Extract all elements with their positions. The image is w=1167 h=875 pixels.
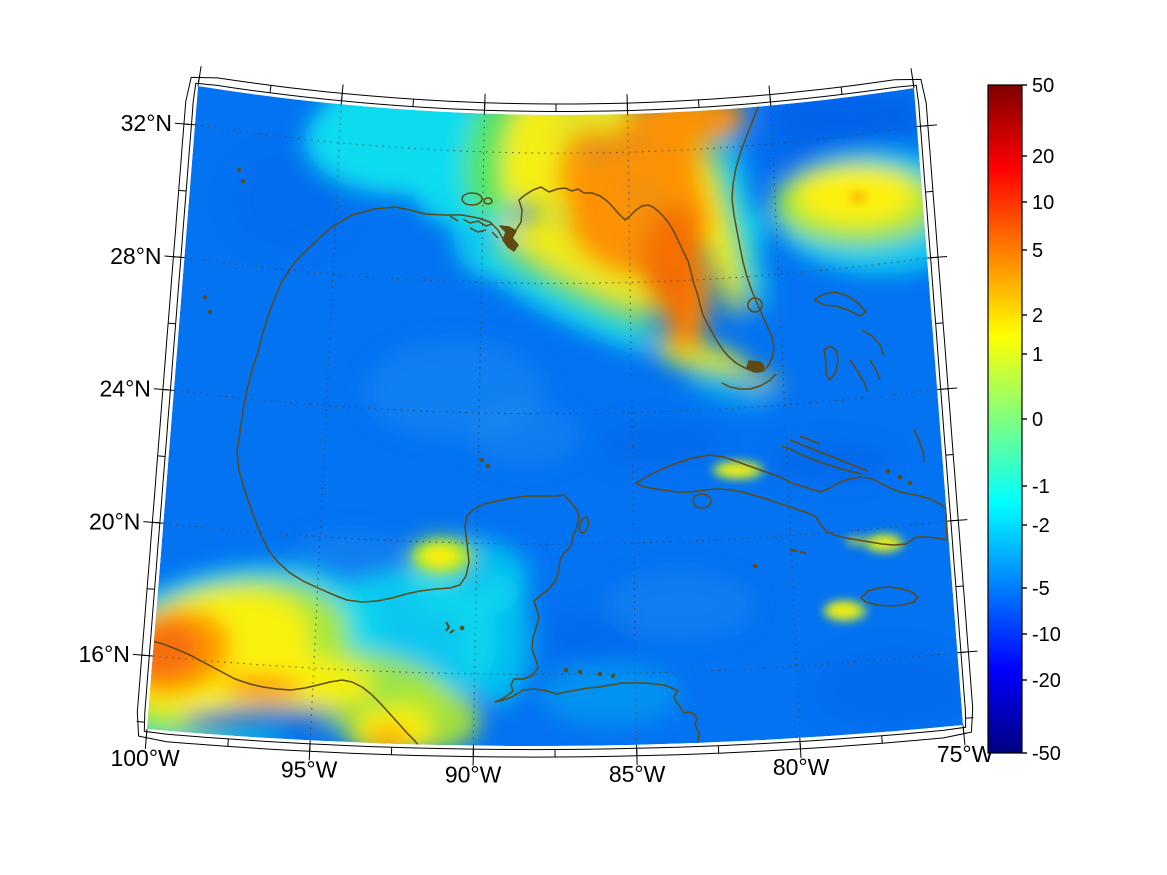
svg-text:28°N: 28°N [110, 243, 161, 269]
svg-text:10: 10 [1032, 192, 1054, 214]
svg-text:-5: -5 [1032, 578, 1050, 600]
svg-text:24°N: 24°N [100, 376, 151, 402]
svg-text:90°W: 90°W [445, 762, 502, 788]
svg-text:95°W: 95°W [281, 756, 338, 782]
svg-text:5: 5 [1032, 240, 1043, 262]
svg-text:20: 20 [1032, 146, 1054, 168]
svg-text:2: 2 [1032, 305, 1043, 327]
svg-text:20°N: 20°N [89, 508, 140, 534]
svg-text:1: 1 [1032, 344, 1043, 366]
svg-text:16°N: 16°N [79, 641, 130, 667]
svg-text:-2: -2 [1032, 515, 1050, 537]
svg-text:32°N: 32°N [121, 110, 172, 136]
svg-text:-20: -20 [1032, 670, 1061, 692]
svg-text:75°W: 75°W [937, 741, 994, 767]
svg-text:0: 0 [1032, 409, 1043, 431]
svg-text:-50: -50 [1032, 743, 1061, 765]
svg-text:-1: -1 [1032, 476, 1050, 498]
svg-text:-10: -10 [1032, 624, 1061, 646]
svg-text:85°W: 85°W [609, 761, 666, 787]
svg-text:80°W: 80°W [773, 754, 830, 780]
svg-text:100°W: 100°W [110, 745, 180, 771]
svg-text:50: 50 [1032, 75, 1054, 97]
